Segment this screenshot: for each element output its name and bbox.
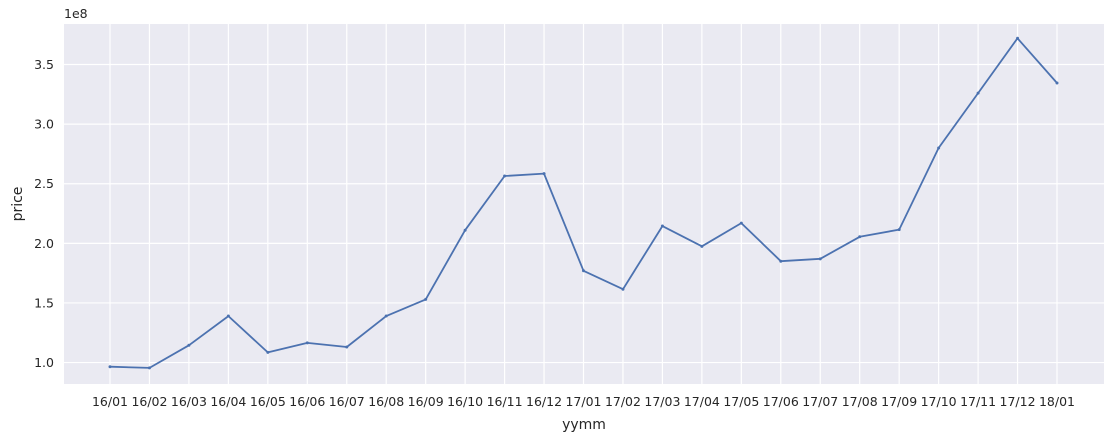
data-point — [542, 172, 546, 176]
x-tick-label: 17/02 — [605, 394, 641, 409]
data-point — [818, 257, 822, 261]
data-point — [582, 269, 585, 273]
y-tick-label: 1.0 — [34, 355, 54, 370]
x-tick-label: 17/04 — [684, 394, 720, 409]
data-point — [424, 297, 428, 301]
y-tick-label: 3.5 — [34, 57, 54, 72]
data-point — [147, 366, 151, 370]
x-tick-label: 17/07 — [802, 394, 838, 409]
x-tick-label: 16/12 — [526, 394, 562, 409]
y-tick-label: 2.0 — [34, 236, 54, 251]
data-point — [266, 350, 270, 354]
x-tick-label: 17/03 — [644, 394, 680, 409]
data-point — [345, 345, 349, 349]
y-axis-label: price — [10, 187, 26, 222]
x-tick-label: 17/08 — [842, 394, 878, 409]
x-tick-label: 17/01 — [565, 394, 601, 409]
data-point — [226, 314, 230, 318]
grid-lines — [64, 24, 1104, 384]
x-tick-label: 17/12 — [1000, 394, 1036, 409]
x-tick-label: 16/11 — [487, 394, 523, 409]
data-point — [660, 224, 664, 228]
x-tick-label: 16/10 — [447, 394, 483, 409]
data-point — [463, 228, 467, 232]
data-point — [779, 259, 783, 263]
x-tick-label: 16/03 — [171, 394, 207, 409]
x-tick-label: 16/06 — [289, 394, 325, 409]
x-tick-label: 16/05 — [250, 394, 286, 409]
data-point — [1055, 81, 1059, 85]
data-point — [108, 365, 112, 369]
x-tick-label: 16/02 — [131, 394, 167, 409]
x-tick-label: 17/11 — [960, 394, 996, 409]
x-tick-label: 17/05 — [723, 394, 759, 409]
x-tick-label: 17/06 — [763, 394, 799, 409]
x-tick-label: 18/01 — [1039, 394, 1075, 409]
y-tick-label: 2.5 — [34, 176, 54, 191]
y-offset-label: 1e8 — [64, 6, 88, 21]
y-tick-label: 3.0 — [34, 117, 54, 132]
x-tick-label: 16/09 — [408, 394, 444, 409]
series-group — [108, 36, 1059, 370]
x-axis-label: yymm — [562, 417, 606, 433]
data-point — [503, 174, 507, 178]
data-point — [1016, 36, 1020, 40]
y-tick-labels: 1.0 1.5 2.0 2.5 3.0 3.5 — [34, 57, 54, 370]
x-tick-label: 16/08 — [368, 394, 404, 409]
data-point — [937, 146, 941, 150]
x-tick-label: 17/09 — [881, 394, 917, 409]
x-tick-label: 16/04 — [210, 394, 246, 409]
data-point — [976, 91, 980, 95]
data-point — [858, 235, 862, 239]
data-point — [621, 287, 625, 291]
x-tick-label: 16/01 — [92, 394, 128, 409]
x-tick-label: 17/10 — [921, 394, 957, 409]
data-point — [897, 228, 901, 232]
data-point — [739, 221, 743, 225]
x-tick-labels: 16/01 16/02 16/03 16/04 16/05 16/06 16/07 16/08… — [92, 394, 1075, 409]
x-tick-label: 16/07 — [329, 394, 365, 409]
data-point — [384, 314, 388, 318]
data-point — [305, 341, 309, 345]
y-tick-label: 1.5 — [34, 295, 54, 310]
data-point — [187, 343, 191, 347]
data-point — [700, 244, 704, 248]
